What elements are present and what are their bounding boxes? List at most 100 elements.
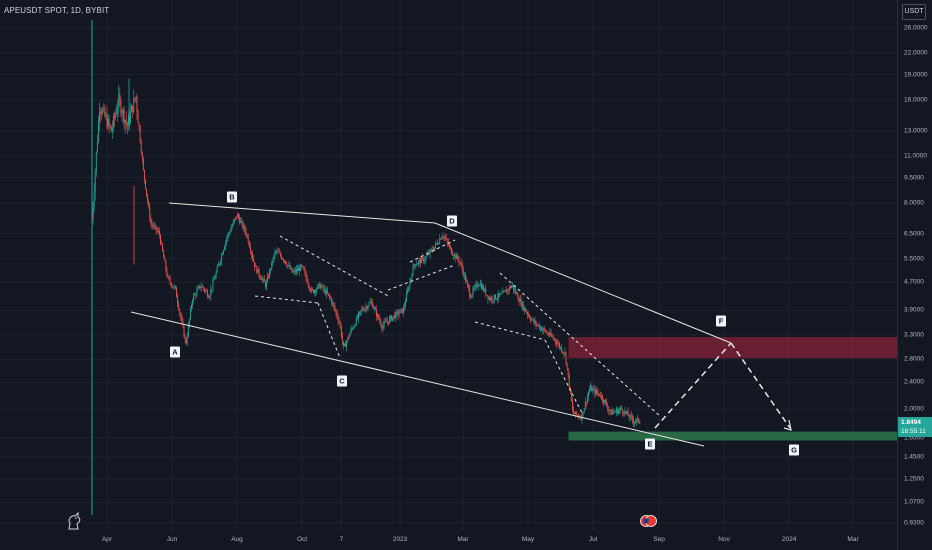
candle-body [345,343,347,347]
candle-body [370,301,372,303]
candle-body [467,281,469,285]
candle-body [635,421,637,423]
candle-body [450,246,451,248]
candle-body [276,251,278,252]
candle-body [438,243,440,245]
candle-body [322,285,324,290]
wave-dashed-line [317,302,341,359]
candle-body [369,302,371,304]
wave-dashed-line [544,339,584,416]
candle-body [372,307,374,309]
candle-body [639,422,641,424]
candle-body [476,284,478,287]
candle-body [193,295,195,301]
wave-label[interactable]: G [789,444,799,456]
candle-body [224,246,226,250]
candle-body [488,297,490,300]
candle-body [596,390,598,393]
candle-body [132,105,134,113]
candle-body [578,415,580,418]
candle-body [425,256,427,261]
candle-body [116,112,118,114]
candle-body [609,410,611,412]
y-tick-label: 1.4500 [904,453,924,461]
candle-body [631,416,633,420]
projection-line [654,342,732,429]
candle-body [209,296,211,298]
candle-body [217,264,219,267]
wave-label[interactable]: C [337,375,347,387]
candle-body [244,226,246,232]
candle-body [154,225,156,227]
candle-body [222,253,223,255]
candle-body [371,301,373,308]
candle-body [573,409,574,414]
candle-body [422,257,424,259]
candle-body [163,251,165,258]
candle-body [550,332,552,336]
candle-body [485,288,487,295]
candle-body [199,285,201,289]
candle-body [254,261,256,268]
candle-body [637,418,639,420]
candle-body [227,234,229,238]
candle-body [285,260,287,264]
candle-body [378,314,380,320]
events-flag-icon[interactable] [640,514,658,528]
candle-body [409,281,411,289]
candle-body [520,298,522,307]
candle-body [178,303,180,310]
wave-label[interactable]: B [227,191,237,203]
price-axis[interactable] [897,0,932,550]
candle-body [395,312,397,319]
candle-body [171,286,173,287]
candle-body [107,118,109,128]
candle-body [337,316,339,321]
candle-body [133,98,135,113]
candle-body [605,400,607,403]
candle-body [287,265,289,267]
candle-body [270,269,272,271]
candle-body [418,259,420,262]
candle-body [135,96,137,100]
candle-body [286,263,288,266]
candle-body [353,325,355,329]
candle-body [620,407,622,410]
candle-body [354,325,356,326]
candle-body [161,243,162,245]
candle-body [104,107,106,117]
tradingview-logo-icon[interactable] [66,512,82,530]
candle-body [594,388,596,394]
candle-body [468,284,470,289]
candle-body [156,230,158,232]
candle-body [571,401,573,410]
candle-body [204,290,206,292]
wave-label[interactable]: D [447,215,457,227]
candle-body [152,224,154,227]
candle-body [335,309,337,313]
candle-body [131,105,133,112]
wave-label[interactable]: A [170,346,180,358]
candle-body [560,347,562,348]
candle-body [175,286,176,288]
candle-body [564,352,566,354]
candle-body [472,288,474,295]
candle-body [331,298,333,304]
wave-label[interactable]: E [645,438,655,450]
candle-body [597,392,599,394]
candle-body [304,270,306,273]
candle-body [366,306,368,309]
candle-body [170,282,172,287]
candle-body [563,352,565,354]
candle-body [298,268,299,271]
candle-body [491,297,493,301]
wave-label[interactable]: F [716,315,726,327]
currency-button[interactable]: USDT [902,4,926,20]
candle-body [539,327,541,329]
candle-body [624,410,626,415]
candle-body [379,319,381,322]
candle-body [165,260,167,270]
candle-body [580,417,582,420]
candle-body [321,285,323,287]
